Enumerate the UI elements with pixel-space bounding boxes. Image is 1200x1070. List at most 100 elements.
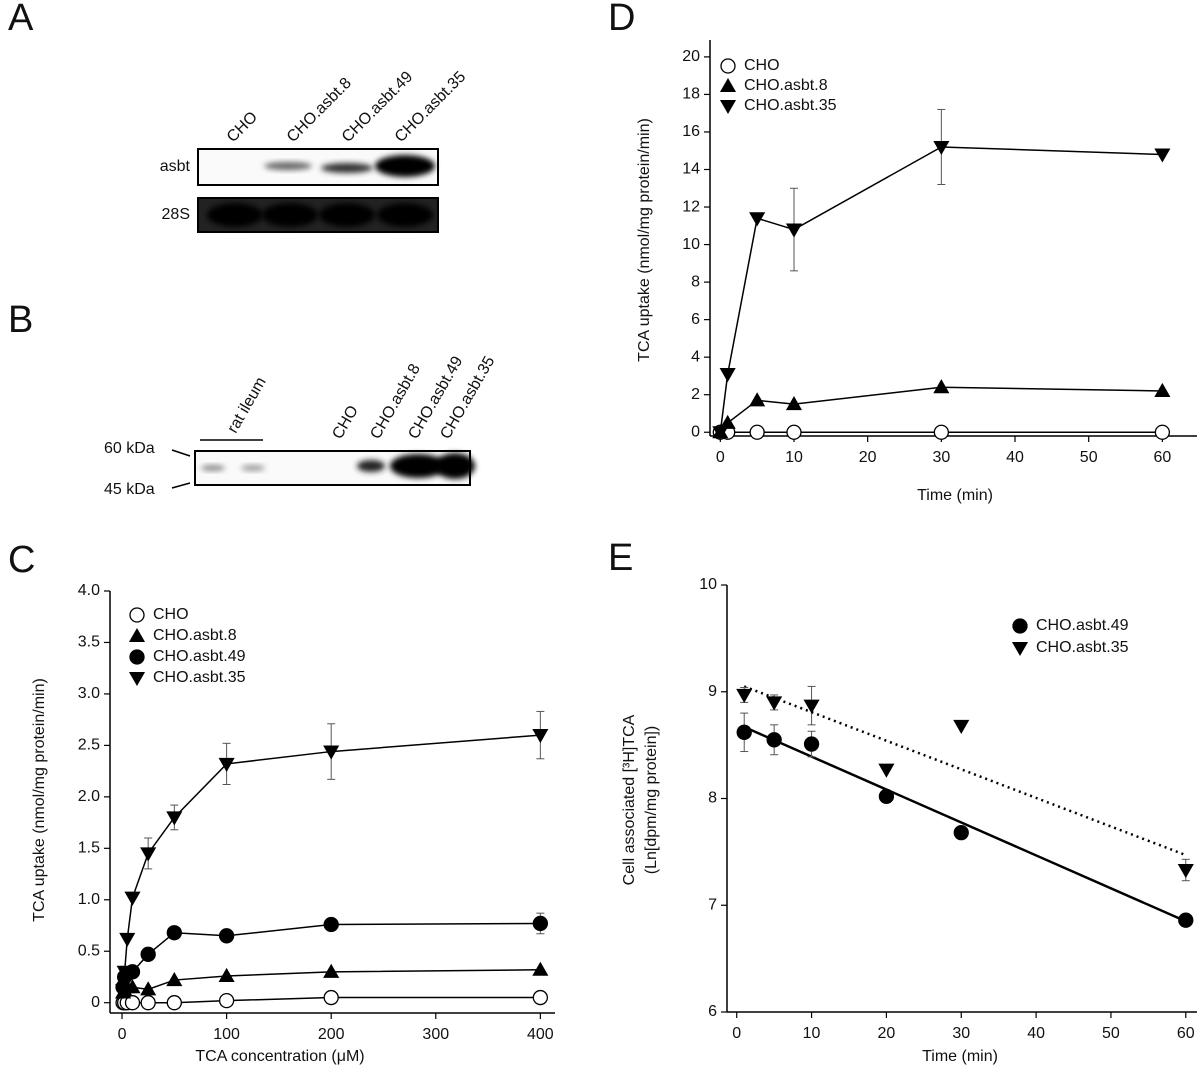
band xyxy=(375,155,435,177)
marker xyxy=(1177,863,1194,879)
legend-marker xyxy=(719,99,737,115)
marker xyxy=(736,724,752,740)
y-tick-label: 6 xyxy=(708,1003,717,1020)
y-tick-label: 8 xyxy=(691,273,700,290)
legend-marker xyxy=(720,58,736,74)
marker xyxy=(749,424,765,440)
marker xyxy=(933,424,949,440)
y-tick-label: 2.5 xyxy=(78,737,100,754)
marker xyxy=(218,928,235,944)
marker xyxy=(953,825,969,841)
y-tick-label: 0.5 xyxy=(78,942,100,959)
band xyxy=(262,203,318,227)
y-tick-label: 0 xyxy=(91,994,100,1011)
fit-line xyxy=(743,725,1187,923)
x-tick-label: 40 xyxy=(1006,449,1024,466)
marker-label: 45 kDa xyxy=(104,481,155,498)
marker xyxy=(124,995,141,1011)
marker xyxy=(218,992,235,1009)
marker xyxy=(712,426,729,441)
x-tick-label: 400 xyxy=(527,1026,554,1043)
marker xyxy=(878,788,895,805)
marker xyxy=(736,688,753,704)
marker xyxy=(166,811,183,826)
legend-marker xyxy=(719,77,737,93)
legend-marker xyxy=(1012,618,1028,634)
band xyxy=(377,203,433,227)
marker xyxy=(786,424,802,440)
y-tick-label: 12 xyxy=(682,198,700,215)
y-tick-label: 8 xyxy=(708,790,717,807)
y-tick-label: 18 xyxy=(682,86,700,103)
x-tick-label: 0 xyxy=(118,1026,127,1043)
marker xyxy=(124,891,141,906)
y-tick-label: 3.5 xyxy=(78,634,100,651)
x-axis-label: TCA concentration (μM) xyxy=(195,1048,364,1065)
legend-label: CHO xyxy=(744,57,780,74)
band xyxy=(357,460,385,472)
marker-dash xyxy=(171,449,191,457)
legend-marker xyxy=(129,607,145,623)
y-tick-label: 4 xyxy=(691,348,700,365)
marker xyxy=(1154,148,1171,163)
panel-b: B rat ileum CHO CHO.asbt.8 CHO.asbt.49 C… xyxy=(8,299,498,498)
x-tick-label: 20 xyxy=(859,449,877,466)
marker xyxy=(140,847,157,862)
marker xyxy=(532,729,549,744)
y-tick-label: 1.5 xyxy=(78,840,100,857)
marker xyxy=(749,392,766,407)
marker xyxy=(532,915,549,932)
panel-letter: E xyxy=(608,537,633,579)
legend-label: CHO.asbt.8 xyxy=(744,77,828,94)
marker xyxy=(766,696,783,711)
legend-label: CHO.asbt.49 xyxy=(153,648,246,665)
marker xyxy=(218,757,235,772)
band xyxy=(390,454,446,478)
x-tick-label: 30 xyxy=(932,449,950,466)
band xyxy=(207,203,263,227)
panel-letter: C xyxy=(8,539,35,581)
y-tick-label: 9 xyxy=(708,683,717,700)
row-label: 28S xyxy=(162,206,190,223)
band xyxy=(201,465,225,471)
marker xyxy=(140,981,157,996)
x-tick-label: 60 xyxy=(1177,1025,1195,1042)
y-tick-label: 3.0 xyxy=(78,685,100,702)
x-tick-label: 200 xyxy=(318,1026,345,1043)
lane-label: CHO xyxy=(329,403,362,442)
x-axis-label: Time (min) xyxy=(922,1048,998,1065)
band xyxy=(435,453,475,479)
marker xyxy=(115,984,132,999)
x-tick-label: 60 xyxy=(1153,449,1171,466)
marker xyxy=(218,967,235,982)
marker xyxy=(766,732,782,748)
marker xyxy=(166,995,182,1011)
y-tick-label: 20 xyxy=(682,48,700,65)
y-tick-label: 16 xyxy=(682,123,700,140)
marker xyxy=(878,763,895,778)
y-tick-label: 1.0 xyxy=(78,891,100,908)
y-tick-label: 14 xyxy=(682,161,700,178)
marker xyxy=(1178,912,1194,928)
fit-line xyxy=(743,685,1187,857)
marker xyxy=(785,396,803,411)
group-label: rat ileum xyxy=(224,374,269,436)
marker xyxy=(803,699,820,714)
marker xyxy=(749,212,766,227)
marker xyxy=(933,379,950,394)
legend-marker xyxy=(129,649,145,665)
marker xyxy=(166,925,182,941)
legend-label: CHO.asbt.49 xyxy=(1036,617,1129,634)
x-tick-label: 20 xyxy=(878,1025,896,1042)
marker xyxy=(1154,382,1171,397)
x-tick-label: 10 xyxy=(803,1025,821,1042)
marker xyxy=(803,736,820,752)
x-tick-label: 40 xyxy=(1027,1025,1045,1042)
marker xyxy=(719,414,736,429)
marker xyxy=(140,946,156,962)
x-tick-label: 50 xyxy=(1080,449,1098,466)
y-tick-label: 7 xyxy=(708,896,717,913)
marker xyxy=(323,989,339,1006)
marker xyxy=(323,745,340,760)
legend-marker xyxy=(128,671,146,687)
